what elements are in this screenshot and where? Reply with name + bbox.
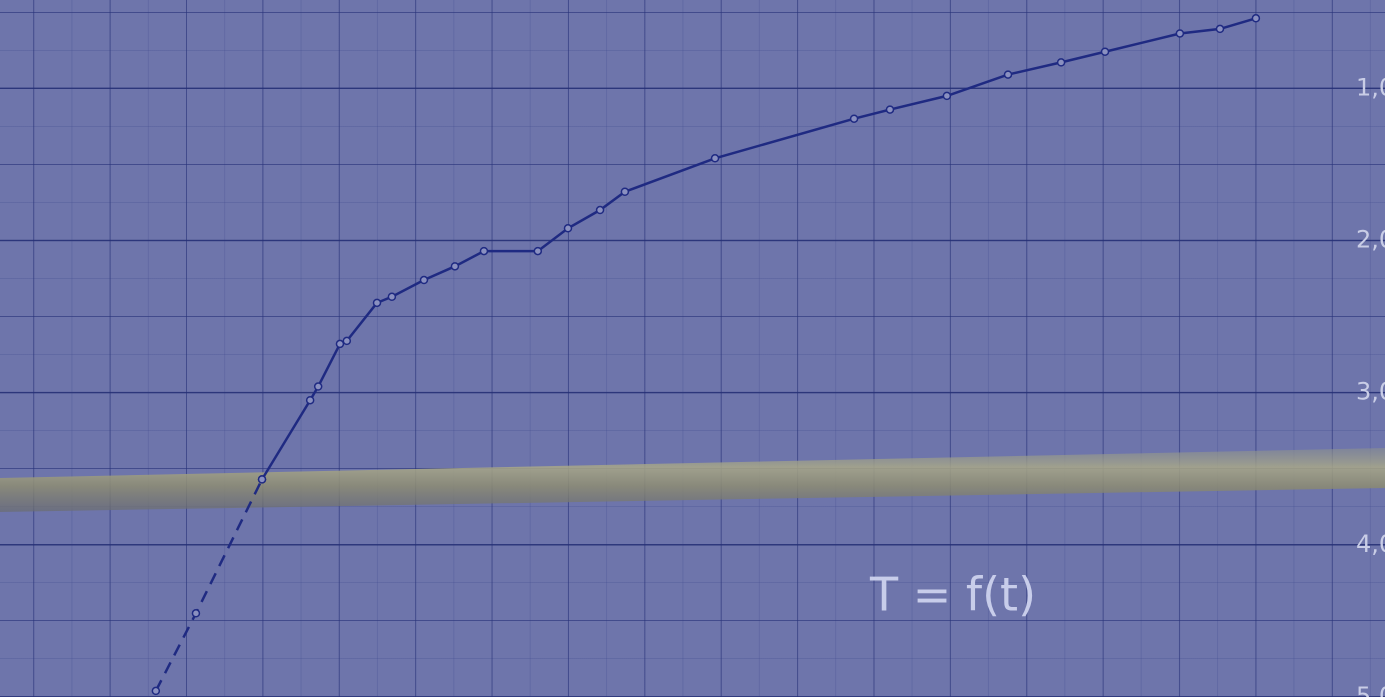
data-point — [597, 207, 604, 214]
data-point — [851, 115, 858, 122]
data-point — [373, 299, 380, 306]
data-point — [259, 476, 266, 483]
data-point — [152, 687, 159, 694]
data-point — [564, 225, 571, 232]
y-tick-label: 3,0 — [1356, 378, 1385, 406]
data-point — [1102, 48, 1109, 55]
data-line — [156, 479, 262, 691]
data-point — [943, 92, 950, 99]
data-point — [712, 155, 719, 162]
data-point — [388, 293, 395, 300]
data-point — [886, 106, 893, 113]
data-point — [480, 248, 487, 255]
data-point — [534, 248, 541, 255]
data-point — [315, 383, 322, 390]
chart: T = f(t) 1,0 2,0 3,0 4,0 5,0 — [0, 0, 1385, 697]
y-tick-label: 2,0 — [1356, 225, 1385, 253]
data-point — [192, 610, 199, 617]
data-point — [1005, 71, 1012, 78]
data-point — [621, 188, 628, 195]
data-line — [262, 18, 1256, 479]
data-point — [1176, 30, 1183, 37]
data-point — [1216, 25, 1223, 32]
data-point — [1252, 15, 1259, 22]
tape-strip — [0, 448, 1385, 512]
data-point — [343, 337, 350, 344]
annotation: T = f(t) — [869, 568, 1036, 622]
data-point — [307, 397, 314, 404]
data-point — [420, 277, 427, 284]
data-point — [336, 340, 343, 347]
data-point — [1058, 59, 1065, 66]
y-tick-label: 5,0 — [1356, 682, 1385, 697]
y-tick-label: 4,0 — [1356, 530, 1385, 558]
y-tick-label: 1,0 — [1356, 73, 1385, 101]
data-point — [451, 263, 458, 270]
